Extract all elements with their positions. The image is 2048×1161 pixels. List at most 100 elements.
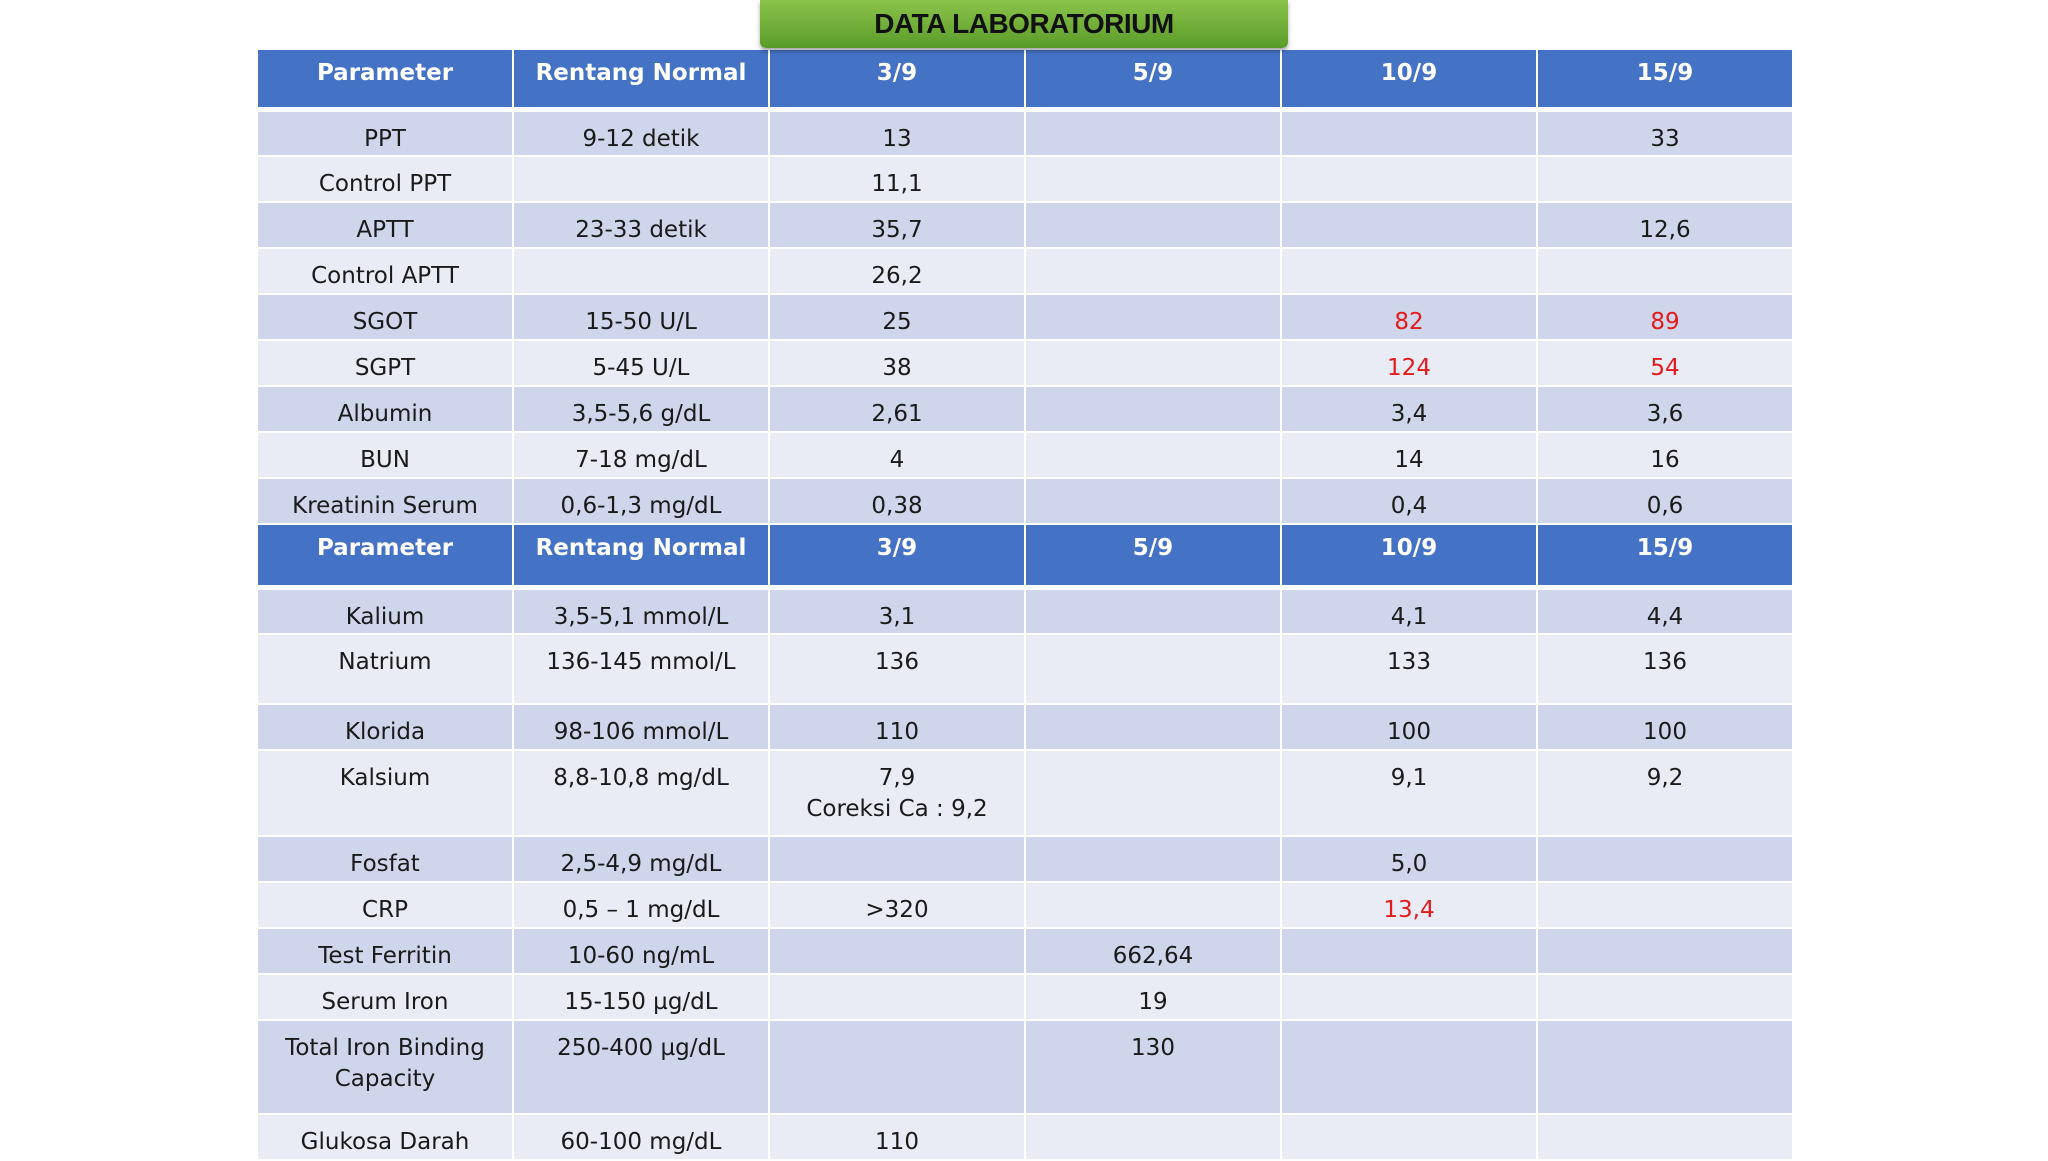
value-cell [1024, 338, 1282, 387]
value-cell [768, 1019, 1026, 1115]
value-cell [1536, 881, 1794, 929]
normal-range-cell: 3,5-5,6 g/dL [512, 384, 770, 433]
value-cell [1536, 973, 1794, 1021]
normal-range-cell: 10-60 ng/mL [512, 927, 770, 975]
value-cell: 9,1 [1280, 749, 1538, 837]
column-header: 5/9 [1024, 48, 1282, 112]
value-cell [1024, 703, 1282, 751]
value-cell: 13,4 [1280, 881, 1538, 929]
value-cell [1280, 154, 1538, 203]
value-cell: 100 [1280, 703, 1538, 751]
value-cell [1280, 1113, 1538, 1161]
value-cell: 3,1 [768, 586, 1026, 635]
value-cell: >320 [768, 881, 1026, 929]
table-header-row: Parameter Rentang Normal 3/9 5/9 10/9 15/9 [256, 522, 1794, 590]
normal-range-cell: 2,5-4,9 mg/dL [512, 835, 770, 883]
lab-table-body: Parameter Rentang Normal 3/9 5/9 10/9 15/9 PPT… [256, 48, 1794, 1161]
value-cell [1024, 108, 1282, 157]
value-cell: 13 [768, 108, 1026, 157]
parameter-cell: Test Ferritin [256, 927, 514, 975]
value-cell [1024, 384, 1282, 433]
value-cell: 11,1 [768, 154, 1026, 203]
normal-range-cell: 15-150 µg/dL [512, 973, 770, 1021]
value-cell [1024, 430, 1282, 479]
value-cell [1024, 246, 1282, 295]
value-cell: 110 [768, 703, 1026, 751]
parameter-cell: Glukosa Darah [256, 1113, 514, 1161]
value-cell [1024, 200, 1282, 249]
value-cell: 110 [768, 1113, 1026, 1161]
table-header-row: Parameter Rentang Normal 3/9 5/9 10/9 15/9 [256, 48, 1794, 112]
normal-range-cell [512, 246, 770, 295]
parameter-cell: Albumin [256, 384, 514, 433]
table-row: CRP 0,5 – 1 mg/dL >320 13,4 [256, 881, 1794, 929]
value-cell: 16 [1536, 430, 1794, 479]
normal-range-cell: 9-12 detik [512, 108, 770, 157]
parameter-cell: Kalium [256, 586, 514, 635]
value-cell: 19 [1024, 973, 1282, 1021]
parameter-cell: Fosfat [256, 835, 514, 883]
value-cell [1024, 154, 1282, 203]
table-row: Fosfat 2,5-4,9 mg/dL 5,0 [256, 835, 1794, 883]
normal-range-cell: 0,5 – 1 mg/dL [512, 881, 770, 929]
value-cell [1536, 1113, 1794, 1161]
column-header: Rentang Normal [512, 522, 770, 590]
value-cell: 33 [1536, 108, 1794, 157]
value-cell [1280, 973, 1538, 1021]
value-cell: 14 [1280, 430, 1538, 479]
normal-range-cell [512, 154, 770, 203]
table-row: Control PPT 11,1 [256, 154, 1794, 203]
value-cell: 9,2 [1536, 749, 1794, 837]
normal-range-cell: 98-106 mmol/L [512, 703, 770, 751]
value-cell [1024, 586, 1282, 635]
table-row: SGPT 5-45 U/L 38 124 54 [256, 338, 1794, 387]
normal-range-cell: 250-400 µg/dL [512, 1019, 770, 1115]
column-header: Parameter [256, 522, 514, 590]
column-header: 10/9 [1280, 48, 1538, 112]
normal-range-cell: 15-50 U/L [512, 292, 770, 341]
table-row: PPT 9-12 detik 13 33 [256, 108, 1794, 157]
table-row: Test Ferritin 10-60 ng/mL 662,64 [256, 927, 1794, 975]
value-cell [1280, 1019, 1538, 1115]
value-cell: 4 [768, 430, 1026, 479]
parameter-cell: BUN [256, 430, 514, 479]
value-cell: 4,4 [1536, 586, 1794, 635]
value-cell [1536, 927, 1794, 975]
value-cell: 5,0 [1280, 835, 1538, 883]
parameter-cell: CRP [256, 881, 514, 929]
value-cell [1024, 749, 1282, 837]
value-cell [1024, 1113, 1282, 1161]
value-cell [1024, 835, 1282, 883]
value-cell [1280, 108, 1538, 157]
value-cell: 100 [1536, 703, 1794, 751]
value-cell: 26,2 [768, 246, 1026, 295]
page-title: DATA LABORATORIUM [874, 8, 1174, 39]
parameter-cell: Kalsium [256, 749, 514, 837]
parameter-cell: Natrium [256, 633, 514, 705]
table-row: Kalsium 8,8-10,8 mg/dL 7,9 Coreksi Ca : 9,… [256, 749, 1794, 837]
value-cell [1024, 633, 1282, 705]
parameter-cell: APTT [256, 200, 514, 249]
value-cell: 38 [768, 338, 1026, 387]
value-cell [1536, 1019, 1794, 1115]
value-cell: 124 [1280, 338, 1538, 387]
parameter-cell: Total Iron Binding Capacity [256, 1019, 514, 1115]
column-header: 15/9 [1536, 522, 1794, 590]
parameter-cell: SGPT [256, 338, 514, 387]
normal-range-cell: 5-45 U/L [512, 338, 770, 387]
value-cell: 130 [1024, 1019, 1282, 1115]
table-row: Klorida 98-106 mmol/L 110 100 100 [256, 703, 1794, 751]
column-header: 3/9 [768, 48, 1026, 112]
value-cell: 0,38 [768, 476, 1026, 525]
column-header: Parameter [256, 48, 514, 112]
parameter-cell: Control PPT [256, 154, 514, 203]
value-cell [1024, 292, 1282, 341]
value-cell: 136 [1536, 633, 1794, 705]
normal-range-cell: 60-100 mg/dL [512, 1113, 770, 1161]
value-cell [768, 835, 1026, 883]
value-cell: 35,7 [768, 200, 1026, 249]
value-cell: 2,61 [768, 384, 1026, 433]
value-cell: 0,6 [1536, 476, 1794, 525]
column-header: 5/9 [1024, 522, 1282, 590]
value-cell: 3,4 [1280, 384, 1538, 433]
